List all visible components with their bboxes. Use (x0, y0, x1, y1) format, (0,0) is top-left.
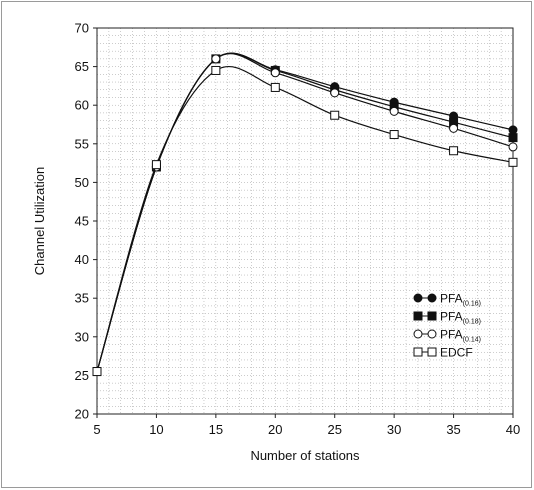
x-tick-label: 10 (149, 422, 163, 437)
legend-subscript: (0.18) (463, 319, 481, 326)
y-tick-label: 20 (75, 407, 89, 422)
y-tick-label: 55 (75, 136, 89, 151)
data-point-series-3 (449, 123, 459, 133)
legend-marker (427, 311, 437, 321)
y-tick-label: 50 (75, 175, 89, 190)
series-group (92, 52, 518, 377)
y-tick-label: 40 (75, 252, 89, 267)
x-tick-label: 30 (387, 422, 401, 437)
x-axis-label: Number of stations (250, 448, 360, 463)
legend-label: PFA(0.14) (440, 328, 481, 344)
y-tick-label: 60 (75, 98, 89, 113)
data-point-series-4 (92, 367, 102, 377)
x-tick-label: 15 (209, 422, 223, 437)
grid-lines (97, 28, 513, 414)
data-point-series-4 (270, 82, 280, 92)
data-point-series-1 (508, 125, 518, 135)
data-point-series-4 (389, 130, 399, 140)
legend-marker (427, 293, 437, 303)
y-axis-label: Channel Utilization (32, 167, 47, 275)
data-point-series-4 (211, 65, 221, 75)
data-point-series-4 (330, 110, 340, 120)
y-tick-label: 65 (75, 59, 89, 74)
legend-label: EDCF (440, 346, 473, 360)
data-point-series-3 (270, 68, 280, 78)
x-tick-label: 20 (268, 422, 282, 437)
legend-label: PFA(0.18) (440, 310, 481, 326)
data-point-series-4 (449, 146, 459, 156)
x-tick-label: 35 (446, 422, 460, 437)
data-point-series-3 (508, 142, 518, 152)
legend-marker (413, 311, 423, 321)
legend-marker (413, 293, 423, 303)
x-tick-label: 40 (506, 422, 520, 437)
series-line-4 (96, 65, 514, 372)
y-axis-ticks: 20 25 30 35 40 45 50 55 60 65 70 (75, 21, 97, 422)
legend-marker (413, 347, 423, 357)
y-tick-label: 25 (75, 368, 89, 383)
data-point-series-3 (389, 106, 399, 116)
y-tick-label: 45 (75, 214, 89, 229)
legend-label: PFA(0.16) (440, 292, 481, 308)
legend-marker (413, 329, 423, 339)
data-point-series-2 (508, 133, 518, 143)
legend-marker (427, 329, 437, 339)
x-tick-label: 5 (93, 422, 100, 437)
data-point-series-3 (330, 88, 340, 98)
x-tick-label: 25 (327, 422, 341, 437)
y-tick-label: 30 (75, 329, 89, 344)
legend-subscript: (0.16) (463, 301, 481, 308)
data-point-series-3 (211, 54, 221, 64)
x-axis-ticks: 5 10 15 20 25 30 35 40 (93, 414, 520, 437)
legend-marker (427, 347, 437, 357)
y-tick-label: 70 (75, 21, 89, 36)
data-point-series-4 (151, 160, 161, 170)
legend: PFA(0.16) PFA(0.18) PFA(0.14) EDCF (413, 292, 481, 360)
legend-subscript: (0.14) (463, 337, 481, 344)
data-point-series-4 (508, 157, 518, 167)
y-tick-label: 35 (75, 291, 89, 306)
